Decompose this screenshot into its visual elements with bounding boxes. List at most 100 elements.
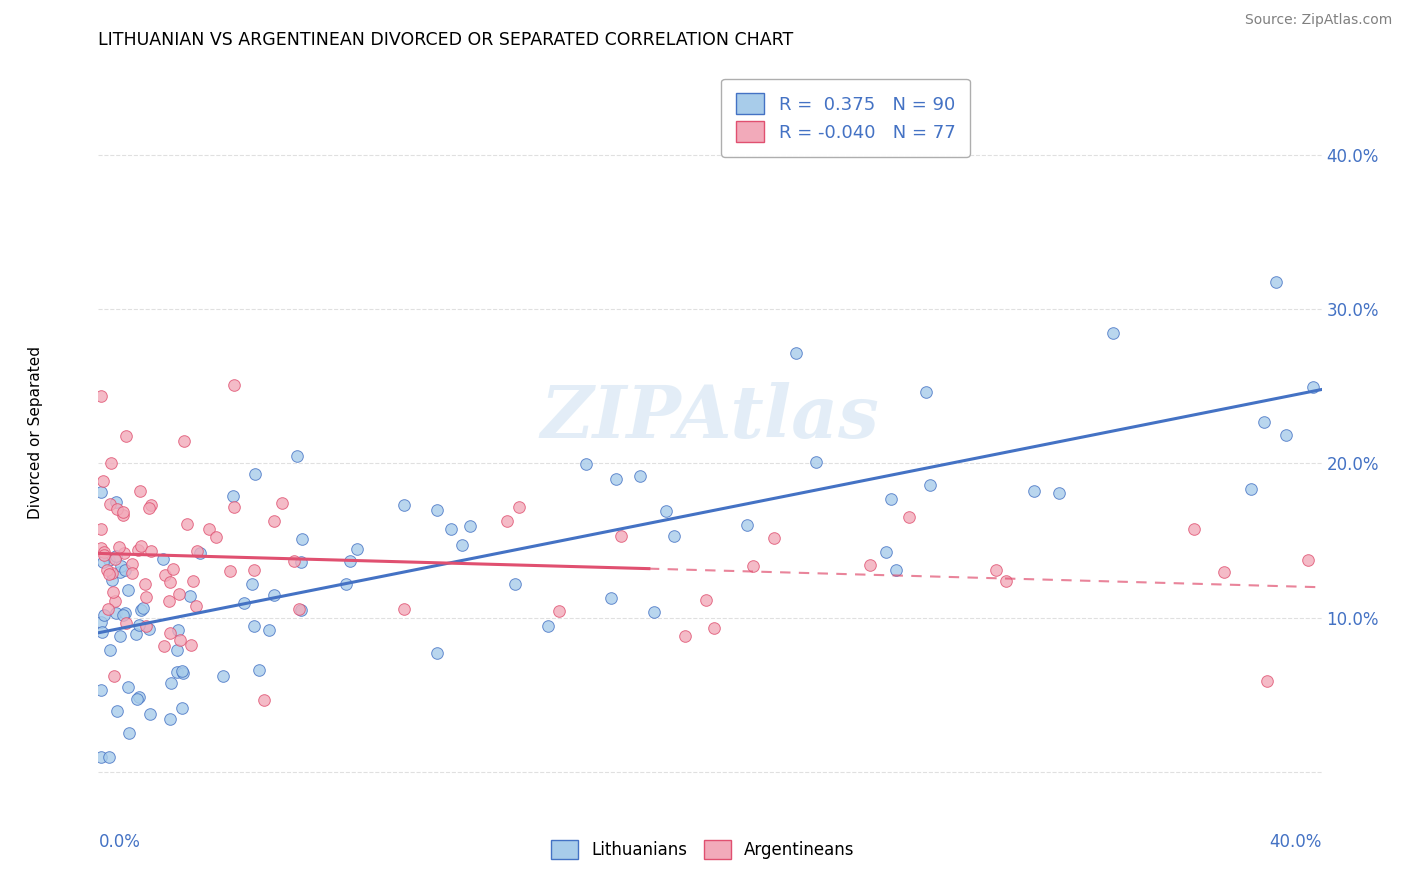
Point	[107, 540, 129, 554]
Point	[110, 558, 132, 573]
Point	[134, 577, 156, 591]
Point	[335, 577, 357, 591]
Point	[108, 629, 131, 643]
Point	[114, 563, 136, 577]
Point	[101, 573, 124, 587]
Point	[139, 543, 162, 558]
Point	[1275, 428, 1298, 442]
Point	[166, 643, 188, 657]
Point	[91, 475, 114, 489]
Point	[98, 497, 121, 511]
Point	[703, 621, 725, 635]
Point	[90, 389, 112, 403]
Point	[118, 726, 141, 740]
Point	[103, 669, 125, 683]
Point	[172, 701, 194, 715]
Point	[440, 522, 463, 536]
Point	[115, 428, 138, 442]
Point	[287, 602, 309, 616]
Point	[205, 530, 228, 544]
Point	[450, 538, 472, 552]
Point	[172, 665, 194, 680]
Point	[97, 749, 120, 764]
Point	[186, 544, 208, 558]
Point	[785, 345, 807, 359]
Point	[131, 600, 153, 615]
Point	[90, 484, 112, 499]
Point	[263, 588, 285, 602]
Point	[176, 517, 198, 532]
Text: LITHUANIAN VS ARGENTINEAN DIVORCED OR SEPARATED CORRELATION CHART: LITHUANIAN VS ARGENTINEAN DIVORCED OR SE…	[98, 31, 793, 49]
Point	[121, 566, 143, 580]
Point	[673, 628, 696, 642]
Point	[1047, 485, 1070, 500]
Point	[243, 467, 266, 482]
Point	[128, 484, 150, 499]
Text: Divorced or Separated: Divorced or Separated	[28, 346, 44, 519]
Point	[104, 606, 127, 620]
Text: ZIPAtlas: ZIPAtlas	[541, 383, 879, 453]
Point	[253, 693, 276, 707]
Point	[159, 712, 181, 726]
Point	[90, 523, 112, 537]
Point	[628, 469, 651, 483]
Point	[90, 683, 112, 698]
Point	[100, 456, 122, 470]
Point	[290, 602, 312, 616]
Point	[662, 529, 685, 543]
Point	[159, 574, 181, 589]
Point	[290, 555, 312, 569]
Point	[392, 601, 415, 615]
Point	[875, 545, 897, 559]
Point	[97, 602, 120, 616]
Point	[114, 606, 136, 620]
Point	[859, 558, 882, 572]
Point	[104, 594, 127, 608]
Point	[128, 690, 150, 704]
Point	[426, 646, 449, 660]
Point	[605, 472, 627, 486]
Point	[100, 566, 122, 580]
Point	[994, 574, 1017, 588]
Point	[135, 619, 157, 633]
Point	[112, 508, 135, 523]
Point	[112, 505, 135, 519]
Point	[125, 692, 148, 706]
Point	[806, 455, 828, 469]
Point	[125, 627, 148, 641]
Point	[153, 567, 176, 582]
Point	[157, 594, 180, 608]
Point	[108, 565, 131, 579]
Point	[536, 618, 558, 632]
Point	[112, 546, 135, 560]
Point	[139, 499, 162, 513]
Point	[259, 623, 281, 637]
Point	[167, 623, 190, 637]
Point	[914, 384, 936, 399]
Point	[93, 548, 115, 562]
Point	[655, 504, 678, 518]
Text: 0.0%: 0.0%	[98, 833, 141, 851]
Point	[247, 663, 270, 677]
Point	[1240, 483, 1263, 497]
Point	[1213, 566, 1236, 580]
Point	[742, 559, 765, 574]
Point	[159, 676, 181, 690]
Point	[897, 509, 920, 524]
Point	[186, 599, 208, 613]
Point	[458, 518, 481, 533]
Point	[737, 517, 759, 532]
Point	[346, 542, 368, 557]
Point	[1022, 483, 1045, 498]
Point	[1253, 415, 1275, 429]
Point	[162, 561, 184, 575]
Point	[166, 665, 188, 679]
Point	[167, 587, 190, 601]
Point	[1256, 674, 1278, 689]
Point	[135, 591, 157, 605]
Point	[93, 545, 115, 559]
Point	[339, 554, 361, 568]
Point	[90, 749, 112, 764]
Point	[285, 450, 308, 464]
Point	[1182, 522, 1205, 536]
